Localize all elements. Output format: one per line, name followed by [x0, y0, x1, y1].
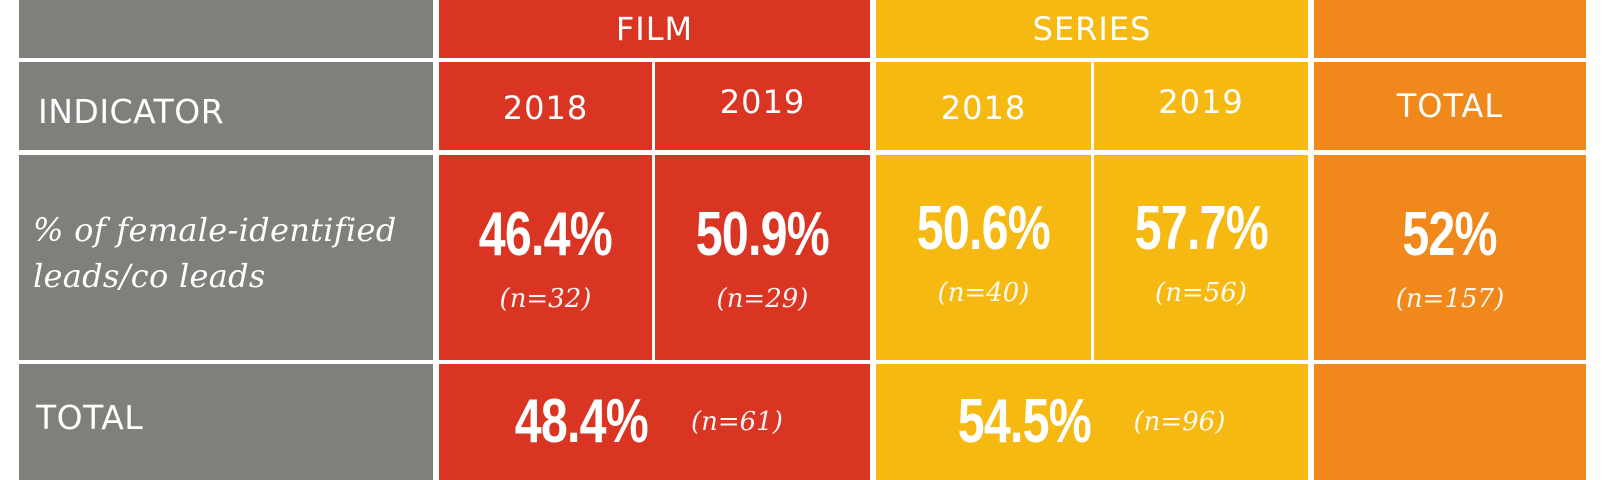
series-header-label: SERIES	[1032, 10, 1152, 48]
total-value: 52%	[1402, 199, 1498, 269]
series-2019-label: 2019	[1158, 83, 1244, 121]
film-2018-header: 2018	[439, 62, 652, 150]
film-total-n: (n=61)	[690, 407, 783, 437]
total-value-cell: 52% (n=157)	[1314, 155, 1586, 360]
series-2018-header: 2018	[876, 62, 1091, 150]
total-row-label: TOTAL	[36, 397, 144, 437]
series-2019-value: 57.7%	[1134, 193, 1268, 263]
series-total-cell: 54.5% (n=96)	[876, 364, 1308, 480]
film-2018-n: (n=32)	[499, 283, 592, 314]
series-total-value: 54.5%	[957, 387, 1091, 456]
indicator-label-line2: leads/co leads	[33, 256, 266, 295]
film-2019-label: 2019	[719, 83, 806, 121]
series-group-header: SERIES	[876, 0, 1308, 58]
indicator-header-cell: INDICATOR	[19, 62, 433, 150]
film-2018-label: 2018	[502, 89, 589, 127]
film-total-value: 48.4%	[514, 387, 649, 456]
series-2018-label: 2018	[940, 89, 1027, 127]
film-2019-value: 50.9%	[695, 199, 830, 269]
series-2018-value-cell: 50.6% (n=40)	[876, 155, 1091, 360]
total-column-label: TOTAL	[1396, 87, 1504, 125]
film-group-header: FILM	[439, 0, 870, 58]
total-column-header: TOTAL	[1314, 62, 1586, 150]
film-2019-n: (n=29)	[716, 283, 809, 314]
series-total-n: (n=96)	[1133, 407, 1226, 437]
indicator-label-line1: % of female-identified	[33, 210, 397, 249]
total-row-label-cell: TOTAL	[19, 364, 433, 480]
film-header-label: FILM	[615, 10, 694, 48]
series-2019-header: 2019	[1094, 62, 1308, 150]
film-2019-header: 2019	[655, 62, 870, 150]
indicator-header-label: INDICATOR	[38, 91, 225, 131]
corner-header-cell	[19, 0, 433, 58]
film-2018-value: 46.4%	[478, 199, 613, 269]
indicator-label-cell: % of female-identified leads/co leads	[19, 155, 433, 360]
series-2018-value: 50.6%	[916, 193, 1051, 263]
series-2019-value-cell: 57.7% (n=56)	[1094, 155, 1308, 360]
grand-total-cell	[1314, 364, 1586, 480]
film-total-cell: 48.4% (n=61)	[439, 364, 870, 480]
total-group-header	[1314, 0, 1586, 58]
film-2019-value-cell: 50.9% (n=29)	[655, 155, 870, 360]
film-2018-value-cell: 46.4% (n=32)	[439, 155, 652, 360]
series-2018-n: (n=40)	[937, 277, 1030, 308]
total-n: (n=157)	[1395, 283, 1505, 314]
series-2019-n: (n=56)	[1155, 277, 1247, 308]
